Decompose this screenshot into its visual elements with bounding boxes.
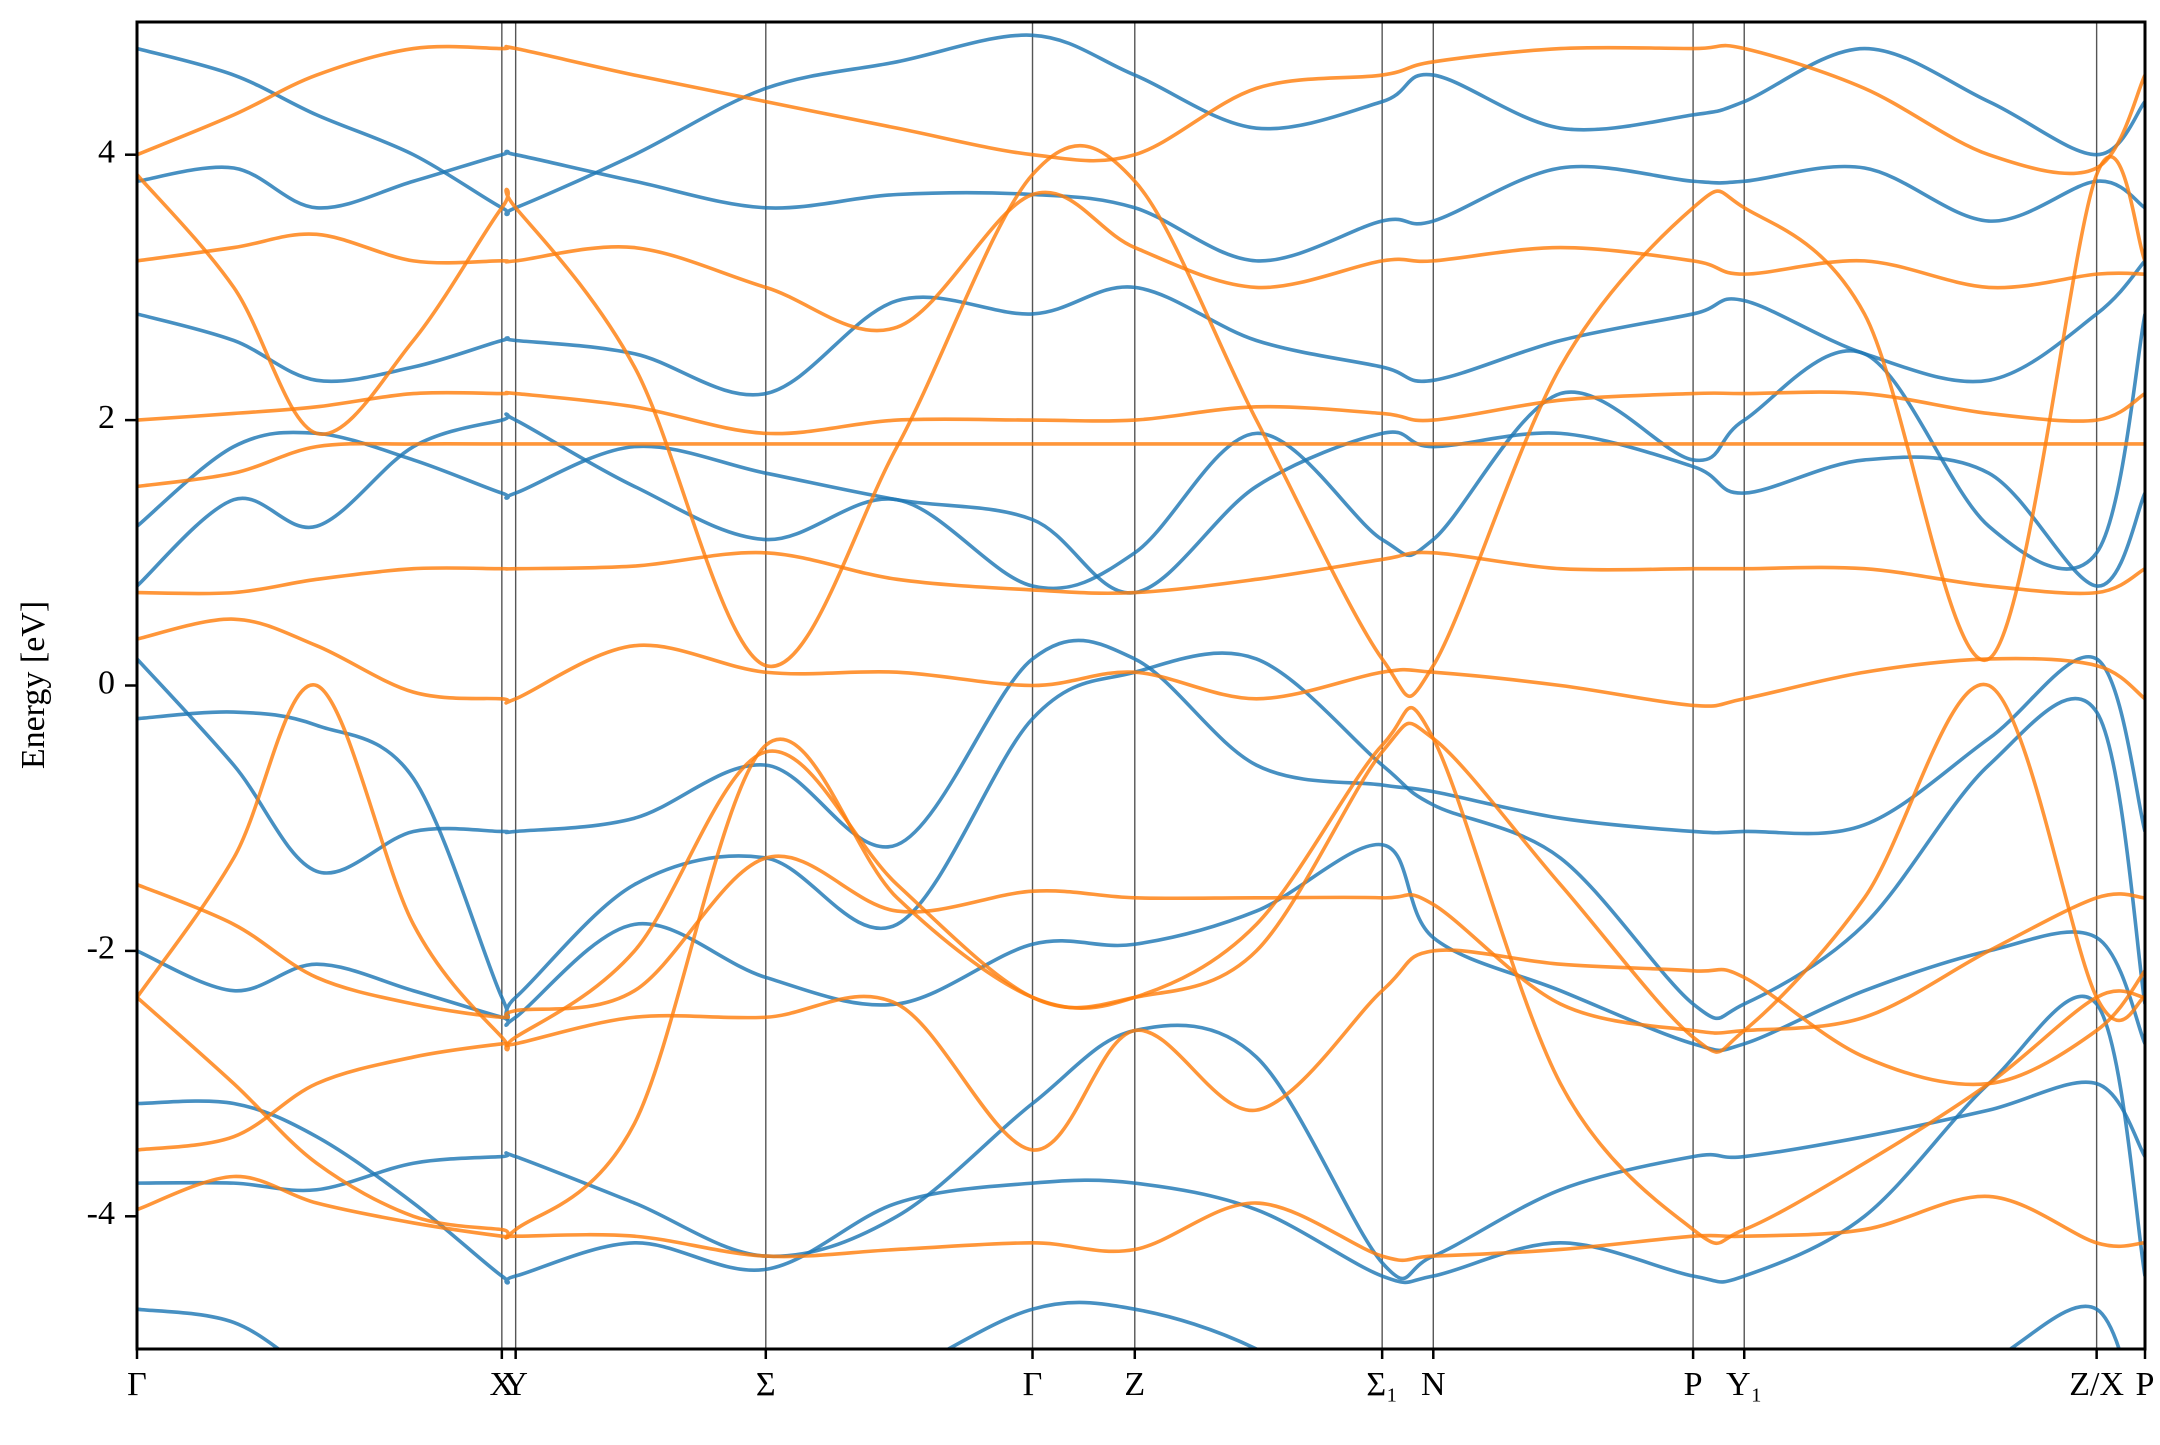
x-tick-label: X <box>490 1366 515 1403</box>
x-tick-label: Z <box>1124 1366 1145 1403</box>
y-tick-label: 0 <box>98 664 115 701</box>
y-tick-label: -4 <box>87 1195 115 1232</box>
band <box>137 259 2145 397</box>
band <box>137 994 2145 1285</box>
x-tick-label: Σ₁ <box>1366 1366 1398 1403</box>
band <box>137 43 2145 176</box>
band <box>137 651 2145 1021</box>
x-tick-label: P <box>1684 1366 1703 1403</box>
x-tick-label: Y₁ <box>1726 1366 1762 1403</box>
x-tick-label: Z/X <box>2069 1366 2124 1403</box>
band <box>137 313 2145 591</box>
y-tick-label: -2 <box>87 930 115 967</box>
x-tick-label: Γ <box>1023 1366 1043 1403</box>
band <box>137 854 2145 1035</box>
y-tick-label: 2 <box>98 399 115 436</box>
x-tick-label: N <box>1421 1366 1446 1403</box>
band <box>137 1300 2121 1349</box>
band <box>137 1174 2145 1263</box>
band <box>137 617 2145 708</box>
bands <box>137 33 2145 1349</box>
band <box>137 190 2145 333</box>
y-tick-label: 4 <box>98 133 115 170</box>
band <box>137 948 2145 1152</box>
x-tick-label: Γ <box>127 1366 147 1403</box>
band <box>137 149 2145 263</box>
plot-frame <box>135 20 2147 1351</box>
band <box>137 682 2145 1054</box>
x-tick-label: Y <box>503 1366 528 1403</box>
x-tick-label: P <box>2136 1366 2155 1403</box>
band <box>137 705 2145 1246</box>
band <box>137 33 2145 217</box>
band <box>137 144 2145 699</box>
band <box>137 390 2145 436</box>
band <box>137 1023 2145 1281</box>
y-axis-label: Energy [eV] <box>15 601 52 769</box>
band <box>137 430 2145 595</box>
band <box>137 842 2145 1053</box>
band <box>137 550 2145 596</box>
band <box>137 441 2145 489</box>
band <box>137 638 2145 875</box>
x-tick-label: Σ <box>756 1366 776 1403</box>
